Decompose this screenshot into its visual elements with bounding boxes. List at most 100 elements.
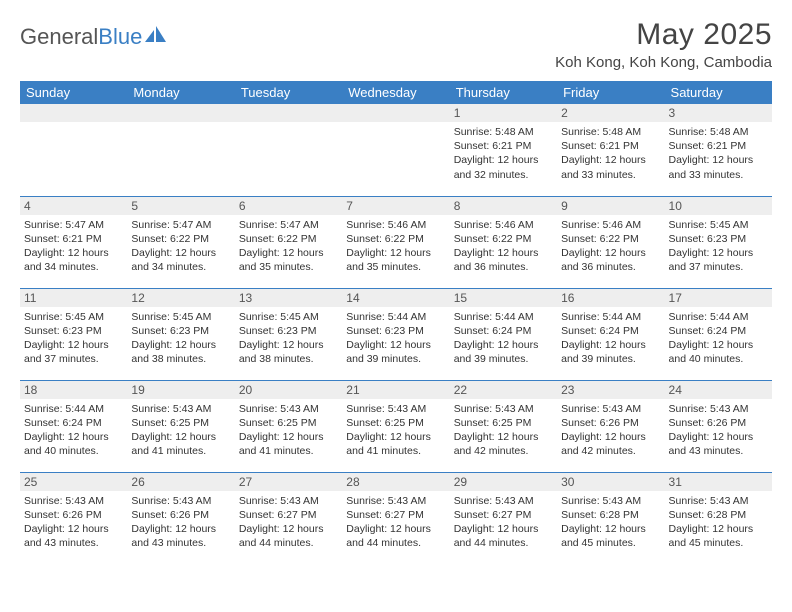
day-detail: Sunrise: 5:43 AMSunset: 6:26 PMDaylight:… <box>20 491 127 553</box>
calendar-body: 1Sunrise: 5:48 AMSunset: 6:21 PMDaylight… <box>20 104 772 564</box>
day-number: 14 <box>342 289 449 307</box>
day-number: 18 <box>20 381 127 399</box>
day-detail: Sunrise: 5:44 AMSunset: 6:24 PMDaylight:… <box>20 399 127 461</box>
title-block: May 2025 Koh Kong, Koh Kong, Cambodia <box>555 18 772 71</box>
calendar-cell: 19Sunrise: 5:43 AMSunset: 6:25 PMDayligh… <box>127 380 234 472</box>
day-number: 2 <box>557 104 664 122</box>
day-number: 10 <box>665 197 772 215</box>
calendar-row: 4Sunrise: 5:47 AMSunset: 6:21 PMDaylight… <box>20 196 772 288</box>
day-number: 5 <box>127 197 234 215</box>
location-text: Koh Kong, Koh Kong, Cambodia <box>555 54 772 71</box>
calendar-cell: 13Sunrise: 5:45 AMSunset: 6:23 PMDayligh… <box>235 288 342 380</box>
day-detail: Sunrise: 5:48 AMSunset: 6:21 PMDaylight:… <box>557 122 664 184</box>
day-number <box>20 104 127 122</box>
calendar-row: 25Sunrise: 5:43 AMSunset: 6:26 PMDayligh… <box>20 472 772 564</box>
logo-sail-icon <box>145 24 167 50</box>
day-header: Tuesday <box>235 81 342 104</box>
day-number: 7 <box>342 197 449 215</box>
day-detail: Sunrise: 5:44 AMSunset: 6:24 PMDaylight:… <box>557 307 664 369</box>
day-number: 23 <box>557 381 664 399</box>
calendar-cell: 21Sunrise: 5:43 AMSunset: 6:25 PMDayligh… <box>342 380 449 472</box>
calendar-cell: 28Sunrise: 5:43 AMSunset: 6:27 PMDayligh… <box>342 472 449 564</box>
day-detail: Sunrise: 5:48 AMSunset: 6:21 PMDaylight:… <box>665 122 772 184</box>
day-number: 19 <box>127 381 234 399</box>
logo-text-b: Blue <box>98 24 142 50</box>
day-detail: Sunrise: 5:47 AMSunset: 6:22 PMDaylight:… <box>235 215 342 277</box>
logo-text-a: General <box>20 24 98 50</box>
calendar-cell: 7Sunrise: 5:46 AMSunset: 6:22 PMDaylight… <box>342 196 449 288</box>
calendar-cell: 1Sunrise: 5:48 AMSunset: 6:21 PMDaylight… <box>450 104 557 196</box>
day-number: 8 <box>450 197 557 215</box>
day-detail: Sunrise: 5:43 AMSunset: 6:28 PMDaylight:… <box>557 491 664 553</box>
calendar-cell: 11Sunrise: 5:45 AMSunset: 6:23 PMDayligh… <box>20 288 127 380</box>
calendar-cell: 22Sunrise: 5:43 AMSunset: 6:25 PMDayligh… <box>450 380 557 472</box>
day-number: 30 <box>557 473 664 491</box>
calendar-row: 1Sunrise: 5:48 AMSunset: 6:21 PMDaylight… <box>20 104 772 196</box>
calendar-cell: 29Sunrise: 5:43 AMSunset: 6:27 PMDayligh… <box>450 472 557 564</box>
calendar-cell: 20Sunrise: 5:43 AMSunset: 6:25 PMDayligh… <box>235 380 342 472</box>
calendar-cell: 26Sunrise: 5:43 AMSunset: 6:26 PMDayligh… <box>127 472 234 564</box>
day-detail: Sunrise: 5:44 AMSunset: 6:23 PMDaylight:… <box>342 307 449 369</box>
day-detail: Sunrise: 5:45 AMSunset: 6:23 PMDaylight:… <box>235 307 342 369</box>
calendar-cell: 6Sunrise: 5:47 AMSunset: 6:22 PMDaylight… <box>235 196 342 288</box>
day-detail: Sunrise: 5:47 AMSunset: 6:21 PMDaylight:… <box>20 215 127 277</box>
day-detail: Sunrise: 5:43 AMSunset: 6:26 PMDaylight:… <box>127 491 234 553</box>
calendar-cell: 10Sunrise: 5:45 AMSunset: 6:23 PMDayligh… <box>665 196 772 288</box>
calendar-table: Sunday Monday Tuesday Wednesday Thursday… <box>20 81 772 564</box>
day-number: 6 <box>235 197 342 215</box>
calendar-cell: 17Sunrise: 5:44 AMSunset: 6:24 PMDayligh… <box>665 288 772 380</box>
day-header: Sunday <box>20 81 127 104</box>
calendar-cell: 8Sunrise: 5:46 AMSunset: 6:22 PMDaylight… <box>450 196 557 288</box>
calendar-cell: 24Sunrise: 5:43 AMSunset: 6:26 PMDayligh… <box>665 380 772 472</box>
day-number: 11 <box>20 289 127 307</box>
day-number <box>235 104 342 122</box>
calendar-cell: 31Sunrise: 5:43 AMSunset: 6:28 PMDayligh… <box>665 472 772 564</box>
day-detail: Sunrise: 5:46 AMSunset: 6:22 PMDaylight:… <box>342 215 449 277</box>
day-header: Monday <box>127 81 234 104</box>
day-number: 15 <box>450 289 557 307</box>
day-detail: Sunrise: 5:43 AMSunset: 6:25 PMDaylight:… <box>450 399 557 461</box>
day-detail: Sunrise: 5:45 AMSunset: 6:23 PMDaylight:… <box>20 307 127 369</box>
day-number: 26 <box>127 473 234 491</box>
day-detail: Sunrise: 5:43 AMSunset: 6:28 PMDaylight:… <box>665 491 772 553</box>
day-header: Wednesday <box>342 81 449 104</box>
day-number: 29 <box>450 473 557 491</box>
calendar-cell: 15Sunrise: 5:44 AMSunset: 6:24 PMDayligh… <box>450 288 557 380</box>
day-number: 27 <box>235 473 342 491</box>
logo: GeneralBlue <box>20 18 167 50</box>
calendar-cell: 12Sunrise: 5:45 AMSunset: 6:23 PMDayligh… <box>127 288 234 380</box>
calendar-cell: 23Sunrise: 5:43 AMSunset: 6:26 PMDayligh… <box>557 380 664 472</box>
calendar-cell: 2Sunrise: 5:48 AMSunset: 6:21 PMDaylight… <box>557 104 664 196</box>
calendar-cell: 27Sunrise: 5:43 AMSunset: 6:27 PMDayligh… <box>235 472 342 564</box>
day-detail: Sunrise: 5:43 AMSunset: 6:26 PMDaylight:… <box>557 399 664 461</box>
header: GeneralBlue May 2025 Koh Kong, Koh Kong,… <box>20 18 772 71</box>
day-detail: Sunrise: 5:47 AMSunset: 6:22 PMDaylight:… <box>127 215 234 277</box>
calendar-cell: 25Sunrise: 5:43 AMSunset: 6:26 PMDayligh… <box>20 472 127 564</box>
calendar-cell <box>20 104 127 196</box>
day-number: 13 <box>235 289 342 307</box>
day-detail: Sunrise: 5:43 AMSunset: 6:27 PMDaylight:… <box>450 491 557 553</box>
day-detail: Sunrise: 5:45 AMSunset: 6:23 PMDaylight:… <box>665 215 772 277</box>
calendar-cell: 4Sunrise: 5:47 AMSunset: 6:21 PMDaylight… <box>20 196 127 288</box>
page-title: May 2025 <box>555 18 772 52</box>
day-number <box>127 104 234 122</box>
day-detail: Sunrise: 5:43 AMSunset: 6:26 PMDaylight:… <box>665 399 772 461</box>
day-number: 28 <box>342 473 449 491</box>
day-detail: Sunrise: 5:43 AMSunset: 6:27 PMDaylight:… <box>342 491 449 553</box>
day-detail: Sunrise: 5:44 AMSunset: 6:24 PMDaylight:… <box>665 307 772 369</box>
calendar-cell: 18Sunrise: 5:44 AMSunset: 6:24 PMDayligh… <box>20 380 127 472</box>
day-detail: Sunrise: 5:43 AMSunset: 6:27 PMDaylight:… <box>235 491 342 553</box>
day-header: Thursday <box>450 81 557 104</box>
day-number: 17 <box>665 289 772 307</box>
day-detail: Sunrise: 5:46 AMSunset: 6:22 PMDaylight:… <box>557 215 664 277</box>
calendar-cell <box>342 104 449 196</box>
day-number: 12 <box>127 289 234 307</box>
day-number: 20 <box>235 381 342 399</box>
day-number: 22 <box>450 381 557 399</box>
day-header: Saturday <box>665 81 772 104</box>
day-number: 31 <box>665 473 772 491</box>
calendar-cell <box>235 104 342 196</box>
day-detail: Sunrise: 5:46 AMSunset: 6:22 PMDaylight:… <box>450 215 557 277</box>
day-detail: Sunrise: 5:43 AMSunset: 6:25 PMDaylight:… <box>342 399 449 461</box>
day-number: 25 <box>20 473 127 491</box>
